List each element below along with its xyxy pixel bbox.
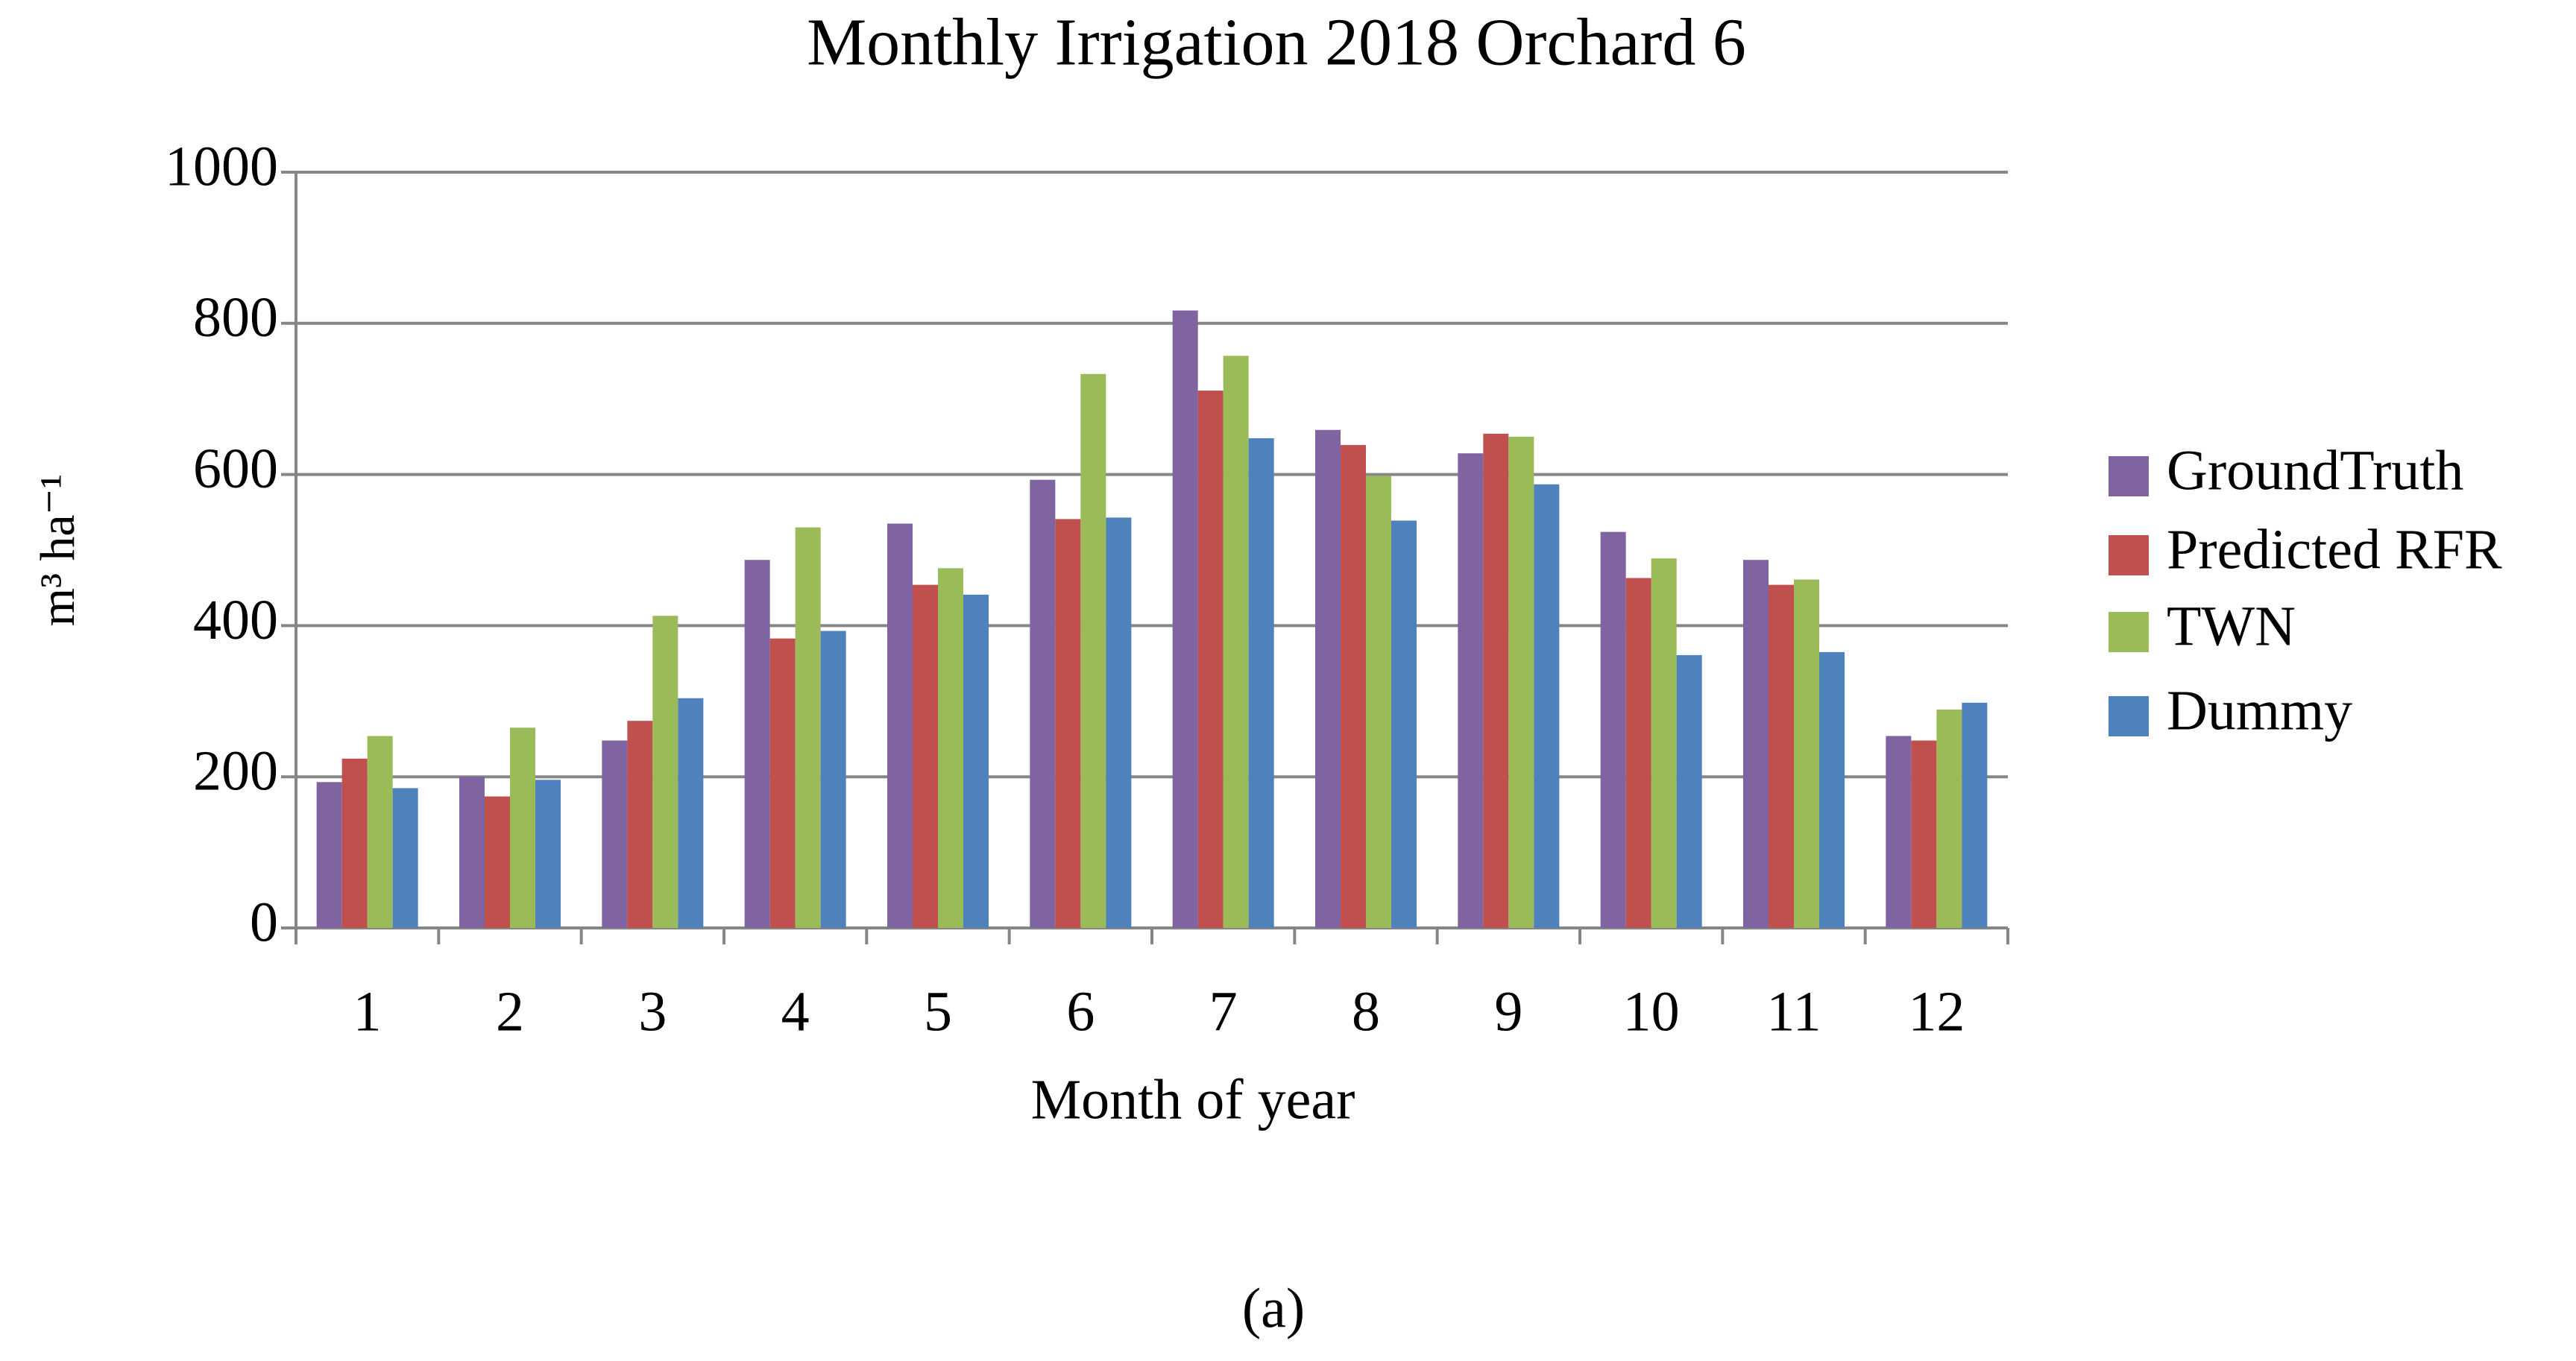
legend-label: Dummy [2167,679,2352,742]
x-tick-label: 5 [924,980,952,1043]
bar [1080,373,1106,928]
bar [1600,531,1626,928]
bar [1106,517,1132,928]
bar [367,736,393,928]
y-tick-label: 600 [193,438,278,500]
bar [795,527,821,928]
bar [1508,436,1534,928]
bar [938,568,963,928]
bar [1651,558,1677,928]
bar [744,560,770,928]
bar [963,594,989,928]
bar [769,638,796,928]
bar [341,758,368,928]
bar [1911,740,1937,928]
legend-swatch [2109,696,2149,736]
legend-swatch [2109,612,2149,652]
bar [392,788,418,928]
y-tick-label: 1000 [165,135,278,198]
x-tick-label: 8 [1352,980,1380,1043]
x-tick-label: 10 [1623,980,1680,1043]
legend-label: GroundTruth [2167,439,2463,502]
x-tick-label: 6 [1066,980,1095,1043]
bar [1223,356,1249,929]
chart-title: Monthly Irrigation 2018 Orchard 6 [807,6,1746,80]
bar [510,727,535,928]
bar [1625,578,1651,928]
bar [459,777,485,928]
bar [1794,579,1819,928]
bar [1936,709,1962,928]
bar [485,796,510,928]
bar [1819,651,1845,928]
bar [627,721,653,928]
x-tick-label: 7 [1209,980,1238,1043]
bar [1886,736,1912,928]
bar [1341,445,1366,928]
bar [1962,702,1988,928]
caption: (a) [1242,1277,1305,1339]
x-tick-label: 4 [781,980,810,1043]
bar [1030,479,1056,928]
x-tick-label: 2 [496,980,524,1043]
bar [535,780,561,928]
bar [1366,476,1391,928]
x-tick-label: 12 [1908,980,1965,1043]
bar [1534,484,1560,928]
legend-swatch [2109,535,2149,575]
bar [1055,519,1081,928]
bar [1391,520,1417,928]
bar [1315,429,1341,928]
x-axis-label: Month of year [1031,1068,1355,1131]
y-axis-label: m³ ha⁻¹ [31,474,85,627]
bar [1172,310,1198,928]
legend-swatch [2109,456,2149,496]
bar [602,740,628,928]
bar [1197,391,1224,928]
legend-label: Predicted RFR [2167,518,2502,581]
x-tick-label: 9 [1494,980,1522,1043]
bar [887,523,913,928]
bar [1769,584,1794,928]
x-tick-label: 3 [638,980,667,1043]
bar [1458,453,1484,928]
y-tick-label: 400 [193,589,278,651]
bar [1676,654,1702,928]
bar [678,698,704,928]
bar [820,631,846,928]
bar [1483,433,1509,928]
bar [1743,560,1769,928]
bar [316,782,342,928]
y-tick-label: 0 [250,891,278,953]
x-tick-label: 11 [1766,980,1821,1043]
x-tick-label: 1 [353,980,382,1043]
legend-label: TWN [2167,595,2296,657]
y-tick-label: 200 [193,740,278,803]
bar [913,584,938,928]
bar [652,616,678,928]
bar [1248,438,1274,928]
y-tick-label: 800 [193,286,278,349]
